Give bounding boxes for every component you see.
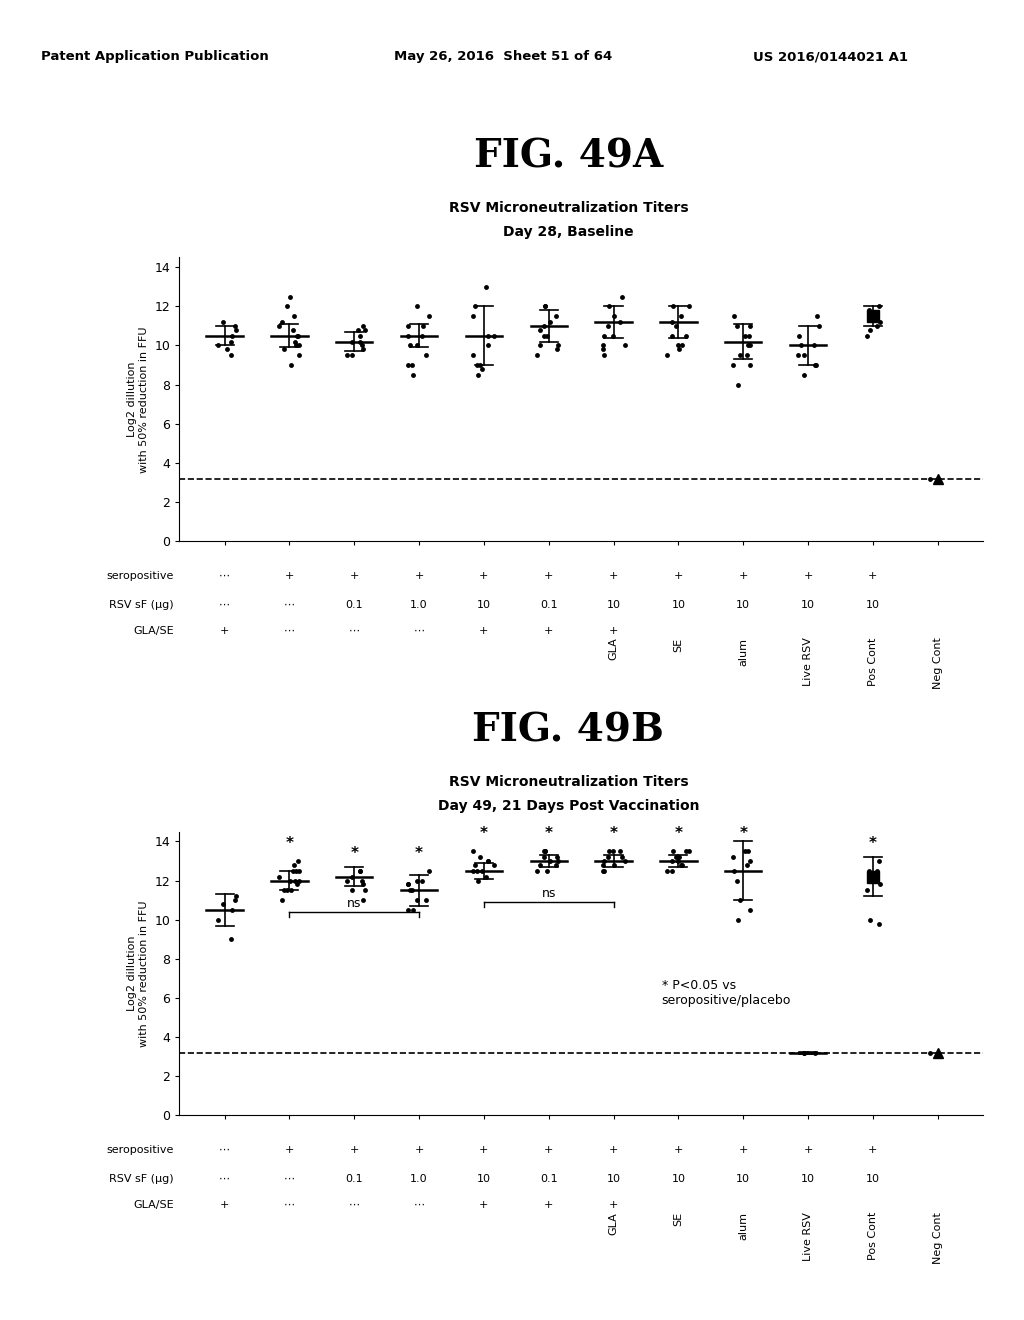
Text: +: + bbox=[803, 1144, 813, 1155]
Text: Pos Cont: Pos Cont bbox=[867, 638, 878, 686]
Text: ⋯: ⋯ bbox=[219, 570, 230, 581]
Text: Neg Cont: Neg Cont bbox=[933, 1212, 943, 1263]
Text: seropositive: seropositive bbox=[106, 570, 174, 581]
Text: 0.1: 0.1 bbox=[540, 1173, 557, 1184]
Text: alum: alum bbox=[738, 1212, 749, 1239]
Text: *: * bbox=[415, 846, 423, 861]
Text: Live RSV: Live RSV bbox=[803, 1212, 813, 1261]
Text: SE: SE bbox=[674, 638, 683, 652]
Text: *: * bbox=[545, 826, 553, 841]
Text: 10: 10 bbox=[477, 599, 490, 610]
Text: *: * bbox=[675, 826, 682, 841]
Text: 0.1: 0.1 bbox=[345, 1173, 364, 1184]
Text: Live RSV: Live RSV bbox=[803, 638, 813, 686]
Text: 10: 10 bbox=[801, 599, 815, 610]
Text: ns: ns bbox=[347, 896, 361, 909]
Text: 10: 10 bbox=[672, 599, 685, 610]
Text: +: + bbox=[609, 570, 618, 581]
Text: *: * bbox=[350, 846, 358, 861]
Text: US 2016/0144021 A1: US 2016/0144021 A1 bbox=[753, 50, 907, 63]
Text: ⋯: ⋯ bbox=[348, 1200, 359, 1210]
Text: 10: 10 bbox=[866, 1173, 880, 1184]
Text: 0.1: 0.1 bbox=[540, 599, 557, 610]
Y-axis label: Log2 dillution
with 50% reduction in FFU: Log2 dillution with 50% reduction in FFU bbox=[127, 900, 148, 1047]
Text: +: + bbox=[803, 570, 813, 581]
Text: +: + bbox=[544, 1200, 553, 1210]
Text: 10: 10 bbox=[672, 1173, 685, 1184]
Text: FIG. 49B: FIG. 49B bbox=[472, 711, 665, 750]
Text: +: + bbox=[674, 1144, 683, 1155]
Text: +: + bbox=[415, 1144, 424, 1155]
Text: ⋯: ⋯ bbox=[284, 599, 295, 610]
Text: *: * bbox=[286, 836, 294, 851]
Text: ⋯: ⋯ bbox=[219, 599, 230, 610]
Text: +: + bbox=[868, 1144, 878, 1155]
Text: 10: 10 bbox=[606, 599, 621, 610]
Text: 10: 10 bbox=[606, 1173, 621, 1184]
Text: GLA: GLA bbox=[608, 1212, 618, 1234]
Text: FIG. 49A: FIG. 49A bbox=[474, 137, 663, 176]
Text: +: + bbox=[738, 570, 748, 581]
Text: +: + bbox=[479, 626, 488, 636]
Text: ⋯: ⋯ bbox=[414, 626, 425, 636]
Text: +: + bbox=[220, 626, 229, 636]
Text: +: + bbox=[479, 1200, 488, 1210]
Text: 1.0: 1.0 bbox=[411, 1173, 428, 1184]
Text: 10: 10 bbox=[736, 599, 751, 610]
Text: SE: SE bbox=[674, 1212, 683, 1226]
Text: RSV Microneutralization Titers: RSV Microneutralization Titers bbox=[449, 775, 688, 789]
Text: RSV Microneutralization Titers: RSV Microneutralization Titers bbox=[449, 201, 688, 215]
Text: May 26, 2016  Sheet 51 of 64: May 26, 2016 Sheet 51 of 64 bbox=[394, 50, 612, 63]
Text: Pos Cont: Pos Cont bbox=[867, 1212, 878, 1261]
Text: 10: 10 bbox=[866, 599, 880, 610]
Text: ⋯: ⋯ bbox=[284, 1200, 295, 1210]
Text: 10: 10 bbox=[801, 1173, 815, 1184]
Text: RSV sF (μg): RSV sF (μg) bbox=[110, 599, 174, 610]
Text: +: + bbox=[544, 626, 553, 636]
Text: +: + bbox=[674, 570, 683, 581]
Text: 10: 10 bbox=[477, 1173, 490, 1184]
Text: ⋯: ⋯ bbox=[414, 1200, 425, 1210]
Text: Patent Application Publication: Patent Application Publication bbox=[41, 50, 268, 63]
Text: ns: ns bbox=[542, 887, 556, 900]
Text: 0.1: 0.1 bbox=[345, 599, 364, 610]
Text: +: + bbox=[220, 1200, 229, 1210]
Text: * P<0.05 vs
seropositive/placebo: * P<0.05 vs seropositive/placebo bbox=[662, 979, 791, 1007]
Text: +: + bbox=[349, 1144, 359, 1155]
Text: GLA/SE: GLA/SE bbox=[133, 1200, 174, 1210]
Text: *: * bbox=[609, 826, 617, 841]
Text: Day 28, Baseline: Day 28, Baseline bbox=[503, 224, 634, 239]
Text: seropositive: seropositive bbox=[106, 1144, 174, 1155]
Text: RSV sF (μg): RSV sF (μg) bbox=[110, 1173, 174, 1184]
Text: *: * bbox=[868, 836, 877, 851]
Text: ⋯: ⋯ bbox=[348, 626, 359, 636]
Text: +: + bbox=[285, 570, 294, 581]
Text: +: + bbox=[479, 1144, 488, 1155]
Text: 10: 10 bbox=[736, 1173, 751, 1184]
Text: Day 49, 21 Days Post Vaccination: Day 49, 21 Days Post Vaccination bbox=[437, 799, 699, 813]
Text: +: + bbox=[609, 626, 618, 636]
Text: +: + bbox=[738, 1144, 748, 1155]
Text: +: + bbox=[479, 570, 488, 581]
Text: ⋯: ⋯ bbox=[284, 1173, 295, 1184]
Text: alum: alum bbox=[738, 638, 749, 665]
Text: 1.0: 1.0 bbox=[411, 599, 428, 610]
Text: GLA: GLA bbox=[608, 638, 618, 660]
Text: ⋯: ⋯ bbox=[219, 1144, 230, 1155]
Text: +: + bbox=[544, 570, 553, 581]
Text: +: + bbox=[349, 570, 359, 581]
Text: +: + bbox=[868, 570, 878, 581]
Text: +: + bbox=[544, 1144, 553, 1155]
Text: GLA/SE: GLA/SE bbox=[133, 626, 174, 636]
Text: +: + bbox=[609, 1144, 618, 1155]
Text: *: * bbox=[739, 826, 748, 841]
Text: +: + bbox=[609, 1200, 618, 1210]
Text: *: * bbox=[480, 826, 487, 841]
Text: +: + bbox=[415, 570, 424, 581]
Text: ⋯: ⋯ bbox=[219, 1173, 230, 1184]
Y-axis label: Log2 dillution
with 50% reduction in FFU: Log2 dillution with 50% reduction in FFU bbox=[127, 326, 148, 473]
Text: Neg Cont: Neg Cont bbox=[933, 638, 943, 689]
Text: ⋯: ⋯ bbox=[284, 626, 295, 636]
Text: +: + bbox=[285, 1144, 294, 1155]
